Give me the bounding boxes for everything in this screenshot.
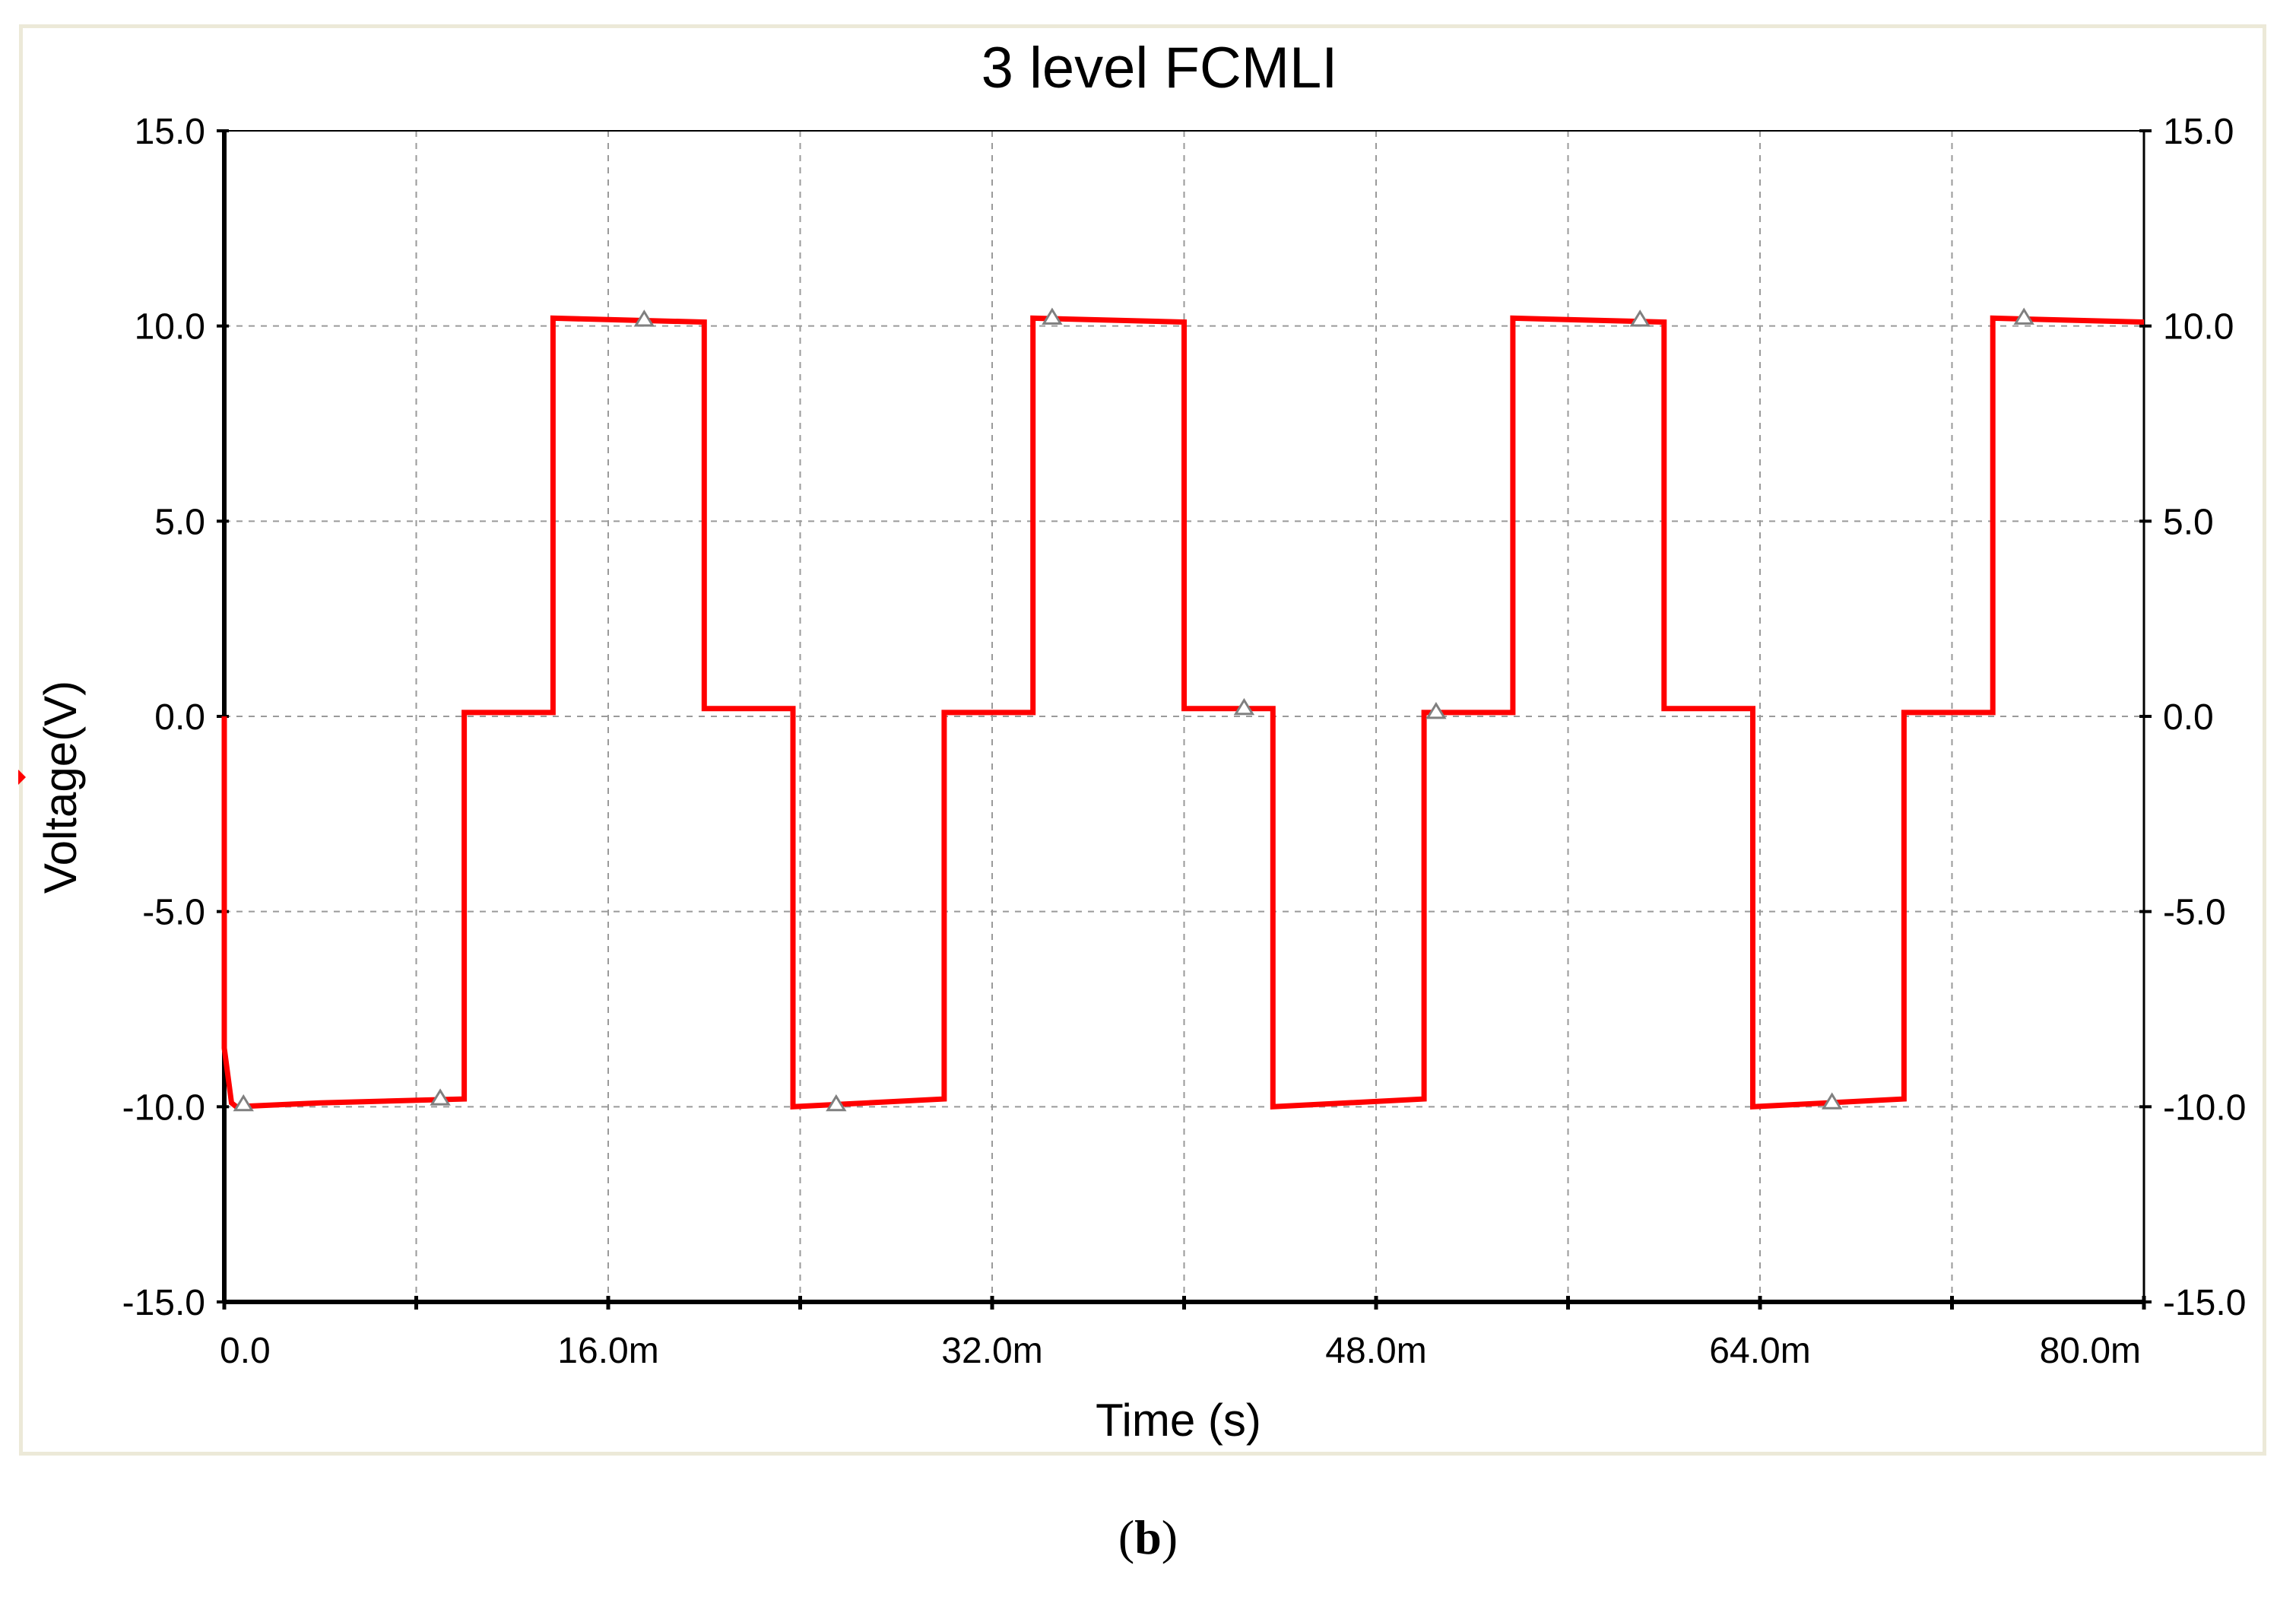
y-axis-label: Voltage(V) xyxy=(35,681,86,894)
y-tick-label-right: -15.0 xyxy=(2163,1283,2246,1323)
panel-label-close: ) xyxy=(1161,1510,1178,1564)
voltage-series-line xyxy=(221,315,2145,1110)
y-tick-label-left: -10.0 xyxy=(122,1087,205,1128)
chart-title: 3 level FCMLI xyxy=(982,36,1338,100)
y-tick-label-left: 10.0 xyxy=(135,307,205,348)
x-tick-label: 16.0m xyxy=(557,1331,658,1371)
probe-marker-icon xyxy=(826,1094,847,1112)
grid-lines xyxy=(224,131,2144,1302)
probe-marker-icon xyxy=(1042,307,1063,325)
x-tick-label: 0.0 xyxy=(220,1331,271,1371)
figure-panel xyxy=(19,24,2266,1456)
panel-label-open: ( xyxy=(1118,1510,1135,1564)
panel-label: (b) xyxy=(0,1510,2296,1566)
probe-marker-icon xyxy=(1425,701,1447,719)
probe-marker-icon xyxy=(1822,1092,1843,1110)
x-tick-label: 80.0m xyxy=(2040,1331,2141,1371)
probe-marker-icon xyxy=(1233,697,1255,716)
tick-labels: 0.0 16.0m 32.0m 48.0m 64.0m 80.0m 15.0 15.0 10.0… xyxy=(122,112,2247,1371)
y-tick-label-left: 5.0 xyxy=(154,502,205,542)
y-tick-label-left: 15.0 xyxy=(135,112,205,152)
y-tick-label-right: 10.0 xyxy=(2163,307,2234,348)
probe-marker-icon xyxy=(2013,307,2034,325)
x-tick-label: 64.0m xyxy=(1709,1331,1810,1371)
y-tick-label-left: -15.0 xyxy=(122,1283,205,1323)
series-layer xyxy=(221,315,2145,1110)
y-tick-label-left: 0.0 xyxy=(154,697,205,738)
x-axis-label: Time (s) xyxy=(1096,1395,1261,1446)
y-tick-label-right: -5.0 xyxy=(2163,893,2226,933)
y-tick-label-right: -10.0 xyxy=(2163,1087,2246,1128)
y-tick-label-right: 5.0 xyxy=(2163,502,2214,542)
probe-marker-icon xyxy=(430,1088,451,1106)
probe-marker-icon xyxy=(233,1094,254,1112)
probe-marker-icon xyxy=(633,310,655,327)
x-tick-label: 32.0m xyxy=(941,1331,1042,1371)
y-tick-label-left: -5.0 xyxy=(142,893,205,933)
y-tick-label-right: 15.0 xyxy=(2163,112,2234,152)
y-tick-label-right: 0.0 xyxy=(2163,697,2214,738)
axis-pointer-icon xyxy=(18,770,26,785)
panel-label-letter: b xyxy=(1134,1510,1162,1564)
marker-layer xyxy=(233,307,2034,1112)
x-tick-label: 48.0m xyxy=(1325,1331,1426,1371)
probe-marker-icon xyxy=(1629,310,1651,327)
